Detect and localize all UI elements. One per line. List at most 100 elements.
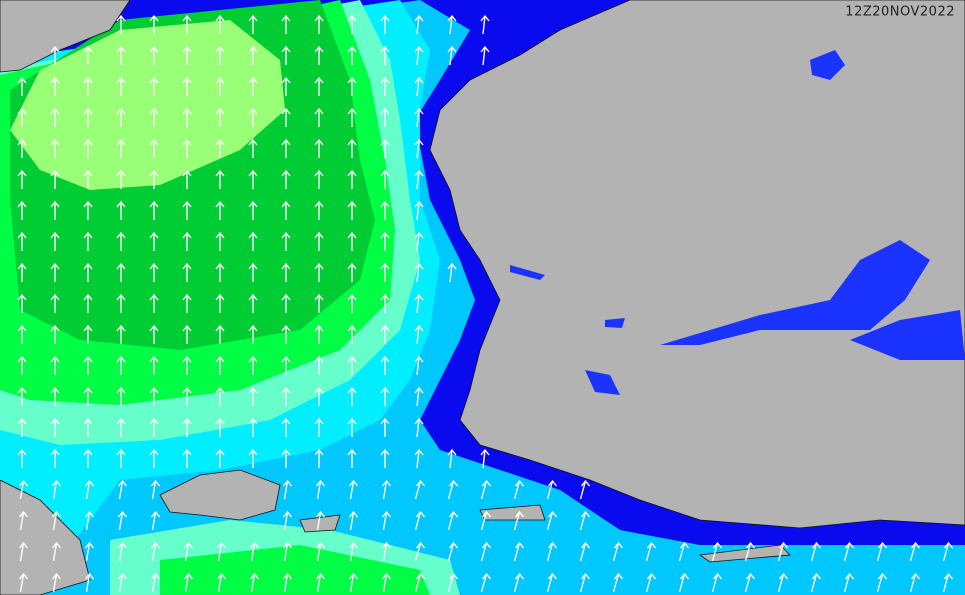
wave-arrow	[347, 200, 357, 220]
wave-arrow	[182, 76, 192, 96]
land-mainland	[429, 0, 965, 529]
wave-arrow	[579, 541, 591, 562]
wave-arrow	[348, 479, 359, 500]
wave-arrow	[314, 200, 324, 220]
wave-arrow	[215, 262, 225, 282]
wave-arrow	[315, 541, 326, 562]
wave-arrow	[83, 169, 93, 189]
wave-arrow	[380, 76, 390, 96]
wave-arrow	[248, 262, 258, 282]
wave-arrow	[414, 355, 424, 376]
wave-arrow	[480, 572, 492, 593]
wave-arrow	[314, 448, 324, 468]
wave-arrow	[876, 572, 888, 593]
wave-arrow	[215, 448, 225, 468]
wave-arrow	[281, 169, 291, 189]
wave-arrow	[282, 541, 293, 562]
lake	[585, 370, 620, 395]
wave-arrow	[149, 262, 159, 282]
wave-arrow	[215, 293, 225, 313]
wave-arrow	[347, 417, 357, 437]
wave-arrow	[447, 45, 457, 66]
wave-arrow	[711, 541, 723, 562]
wave-arrow	[17, 138, 27, 158]
wave-arrow	[546, 479, 558, 500]
wave-arrow	[51, 510, 62, 531]
wave-arrow	[215, 417, 225, 437]
lake	[850, 310, 965, 360]
wave-arrow	[678, 541, 690, 562]
wave-arrow	[116, 14, 126, 34]
wave-arrow	[447, 572, 459, 593]
wave-arrow	[83, 386, 93, 406]
wave-arrow	[182, 14, 192, 34]
wave-arrow	[117, 479, 128, 500]
wave-arrow	[149, 200, 159, 220]
wave-arrow	[777, 541, 789, 562]
wave-arrow	[83, 45, 93, 65]
wave-arrow	[381, 572, 392, 593]
wave-arrow	[17, 231, 27, 251]
wave-arrow	[348, 541, 359, 562]
wave-arrow	[83, 293, 93, 313]
wave-arrow	[84, 572, 95, 593]
wave-arrow	[447, 510, 459, 531]
wave-arrow	[17, 76, 27, 96]
wave-arrow	[281, 417, 291, 437]
wave-arrow	[347, 14, 357, 34]
wave-arrow	[314, 324, 324, 344]
wave-arrow	[414, 200, 424, 221]
wave-arrow	[314, 386, 324, 406]
wave-arrow	[348, 572, 359, 593]
wave-arrow	[380, 324, 390, 344]
wave-arrow	[50, 293, 60, 313]
wave-arrow	[149, 231, 159, 251]
wave-arrow	[579, 572, 591, 593]
wave-arrow	[777, 572, 789, 593]
wave-arrow	[182, 417, 192, 437]
wave-arrow	[414, 14, 424, 35]
wave-arrow	[942, 541, 954, 562]
wave-arrow	[645, 572, 657, 593]
wave-arrow	[116, 45, 126, 65]
wave-arrow	[248, 386, 258, 406]
wave-arrow	[282, 479, 293, 500]
wave-arrow	[480, 45, 490, 66]
wave-arrow	[182, 200, 192, 220]
wave-arrow	[215, 14, 225, 34]
wave-arrow	[83, 76, 93, 96]
wave-arrow	[248, 293, 258, 313]
wave-arrow	[513, 572, 525, 593]
wave-arrow	[380, 200, 390, 220]
lake	[605, 318, 625, 328]
wave-arrow	[18, 572, 29, 593]
wave-arrow	[150, 510, 161, 531]
wave-arrow	[50, 45, 60, 65]
wave-arrow	[414, 541, 426, 562]
wave-arrow	[116, 293, 126, 313]
wave-arrow	[843, 572, 855, 593]
wave-arrow	[414, 572, 426, 593]
wave-arrow	[380, 138, 390, 158]
wave-arrow	[348, 510, 359, 531]
wave-arrow	[215, 324, 225, 344]
wave-arrow	[810, 541, 822, 562]
wave-arrow	[281, 107, 291, 127]
wave-arrow	[50, 138, 60, 158]
wave-arrow	[347, 169, 357, 189]
wave-arrow	[215, 138, 225, 158]
wave-arrow	[116, 76, 126, 96]
wave-arrow	[380, 355, 390, 375]
wave-arrow	[513, 479, 525, 500]
wave-arrow	[314, 14, 324, 34]
wave-arrow	[149, 448, 159, 468]
wave-arrow	[116, 386, 126, 406]
wave-arrow	[612, 541, 624, 562]
wave-arrow	[281, 293, 291, 313]
wave-arrow	[116, 107, 126, 127]
island	[159, 469, 281, 521]
wave-arrow	[414, 324, 424, 345]
wave-arrow	[182, 386, 192, 406]
land-southwest	[0, 479, 91, 595]
wave-arrow	[314, 45, 324, 65]
